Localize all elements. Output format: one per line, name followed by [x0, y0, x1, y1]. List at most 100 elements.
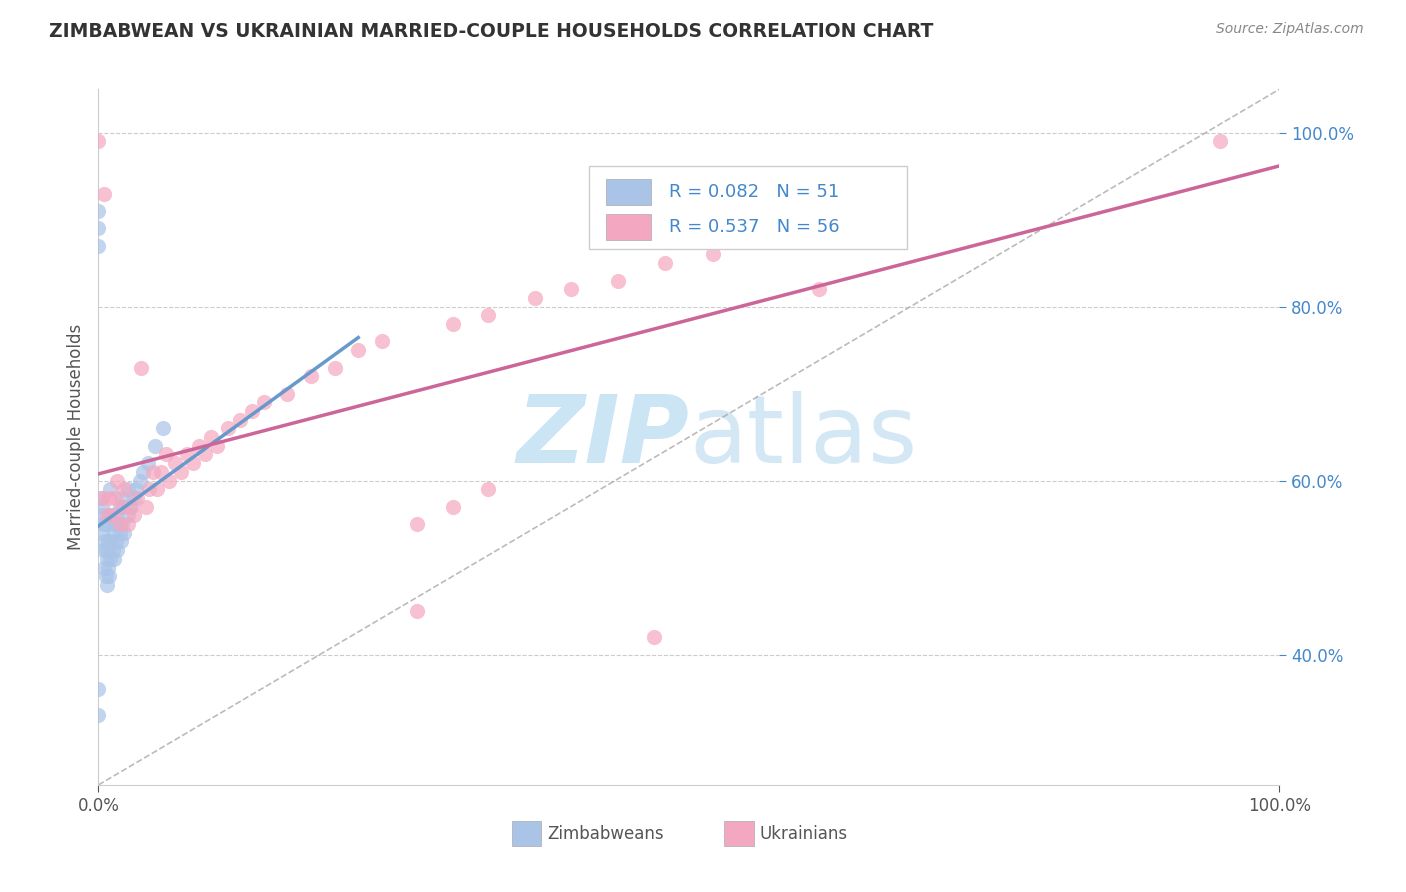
Point	[112, 525, 135, 540]
Point	[98, 482, 121, 496]
Point	[142, 465, 165, 479]
Point	[150, 465, 173, 479]
Point	[93, 534, 115, 549]
Point	[1209, 134, 1232, 148]
Point	[91, 543, 114, 558]
Point	[831, 221, 853, 235]
Point	[217, 421, 239, 435]
Point	[136, 456, 159, 470]
Text: ZIMBABWEAN VS UKRAINIAN MARRIED-COUPLE HOUSEHOLDS CORRELATION CHART: ZIMBABWEAN VS UKRAINIAN MARRIED-COUPLE H…	[49, 22, 934, 41]
Point	[98, 543, 121, 558]
Point	[97, 560, 120, 574]
Point	[807, 282, 830, 296]
Point	[129, 360, 152, 375]
Point	[229, 412, 252, 426]
Point	[441, 500, 464, 514]
Point	[98, 534, 121, 549]
Point	[194, 448, 217, 462]
Point	[187, 439, 209, 453]
Point	[253, 395, 276, 409]
Point	[441, 317, 464, 331]
Bar	[512, 822, 541, 846]
Point	[347, 343, 370, 357]
Point	[87, 238, 110, 252]
Point	[87, 708, 110, 723]
Point	[105, 543, 128, 558]
Point	[105, 534, 128, 549]
Point	[607, 273, 630, 287]
Point	[98, 508, 121, 523]
Point	[90, 491, 112, 505]
Point	[117, 482, 139, 496]
Point	[138, 482, 160, 496]
Point	[560, 282, 582, 296]
Point	[121, 500, 143, 514]
Bar	[606, 214, 651, 240]
Point	[96, 578, 118, 592]
Point	[120, 500, 142, 514]
Point	[165, 456, 187, 470]
Text: Source: ZipAtlas.com: Source: ZipAtlas.com	[1216, 22, 1364, 37]
Point	[477, 482, 499, 496]
Point	[205, 439, 228, 453]
Bar	[724, 822, 754, 846]
Point	[170, 465, 193, 479]
Point	[105, 508, 128, 523]
Point	[101, 543, 124, 558]
Text: R = 0.082   N = 51: R = 0.082 N = 51	[669, 183, 839, 202]
Point	[112, 482, 135, 496]
Text: atlas: atlas	[689, 391, 917, 483]
Point	[132, 465, 155, 479]
Point	[91, 491, 114, 505]
Point	[477, 308, 499, 322]
Point	[87, 221, 110, 235]
Point	[117, 516, 139, 531]
Point	[654, 256, 676, 270]
Point	[125, 482, 148, 496]
Point	[98, 569, 121, 583]
Point	[93, 186, 115, 201]
Point	[135, 500, 157, 514]
Point	[103, 551, 125, 566]
Point	[112, 500, 135, 514]
Point	[105, 474, 128, 488]
Point	[155, 448, 177, 462]
Point	[643, 630, 665, 644]
Point	[101, 516, 124, 531]
Point	[143, 439, 166, 453]
Point	[108, 516, 131, 531]
Point	[103, 525, 125, 540]
Point	[524, 291, 547, 305]
Point	[176, 448, 198, 462]
Point	[117, 508, 139, 523]
Point	[93, 560, 115, 574]
Point	[90, 508, 112, 523]
Point	[371, 334, 394, 349]
Point	[87, 203, 110, 218]
Point	[157, 474, 180, 488]
Text: Ukrainians: Ukrainians	[759, 825, 848, 843]
Bar	[606, 179, 651, 205]
Point	[122, 491, 145, 505]
Point	[87, 682, 110, 697]
Point	[97, 534, 120, 549]
Point	[101, 508, 124, 523]
Point	[108, 500, 131, 514]
Point	[128, 474, 150, 488]
Point	[122, 508, 145, 523]
Point	[96, 551, 118, 566]
Point	[94, 569, 117, 583]
Point	[299, 369, 322, 384]
Text: Zimbabweans: Zimbabweans	[547, 825, 664, 843]
Point	[94, 516, 117, 531]
Point	[406, 516, 429, 531]
Point	[98, 551, 121, 566]
Point	[276, 386, 298, 401]
Point	[94, 543, 117, 558]
Point	[181, 456, 204, 470]
Text: ZIP: ZIP	[516, 391, 689, 483]
Point	[91, 525, 114, 540]
Point	[702, 247, 724, 261]
Point	[152, 421, 174, 435]
Point	[111, 500, 134, 514]
